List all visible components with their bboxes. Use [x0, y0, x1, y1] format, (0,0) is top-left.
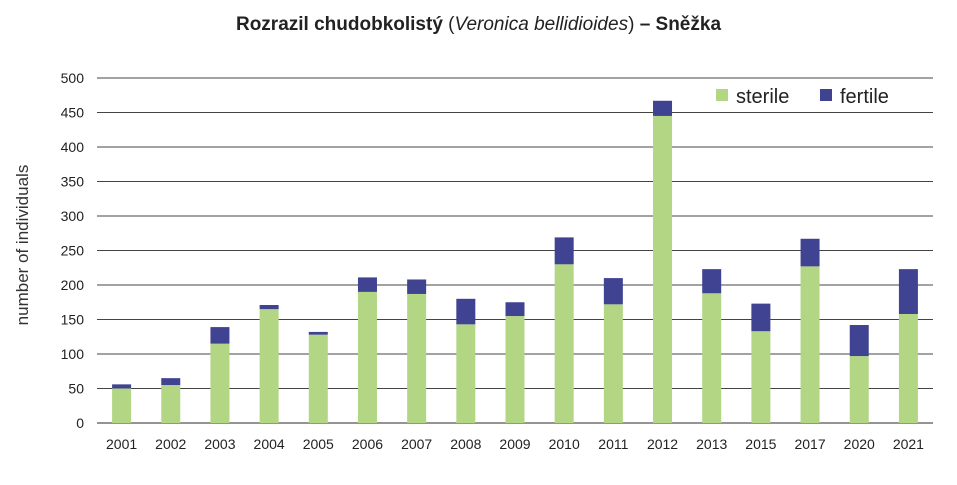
bar-fertile — [210, 327, 230, 344]
bar-fertile — [259, 305, 279, 310]
x-tick-label: 2021 — [893, 436, 924, 452]
x-tick-labels: 2001 2002 2003 2004 2005 2006 2007 2008 2009 2010… — [106, 436, 924, 452]
x-tick-label: 2020 — [844, 436, 875, 452]
bar-sterile — [751, 331, 771, 423]
bar-sterile — [898, 313, 918, 423]
bar-fertile — [161, 378, 181, 386]
x-tick-label: 2010 — [549, 436, 580, 452]
y-axis-label: number of individuals — [13, 165, 32, 326]
bar-fertile — [849, 325, 869, 357]
bar-sterile — [603, 304, 623, 423]
x-tick-label: 2015 — [745, 436, 776, 452]
bar-fertile — [357, 277, 377, 292]
x-tick-label: 2002 — [155, 436, 186, 452]
bar-sterile — [800, 266, 820, 423]
x-tick-label: 2006 — [352, 436, 383, 452]
title-paren-close: ) — [628, 14, 635, 35]
x-tick-label: 2009 — [499, 436, 530, 452]
bar-fertile — [505, 302, 525, 317]
legend-swatch-sterile — [716, 89, 728, 101]
bars — [112, 100, 918, 423]
bar-sterile — [505, 316, 525, 423]
x-tick-label: 2004 — [254, 436, 285, 452]
y-tick-label: 300 — [61, 208, 85, 224]
y-tick-label: 200 — [61, 277, 85, 293]
y-tick-label: 50 — [68, 381, 84, 397]
x-tick-label: 2007 — [401, 436, 432, 452]
bar-sterile — [456, 324, 476, 423]
bar-sterile — [702, 293, 722, 423]
bar-sterile — [357, 291, 377, 423]
bar-fertile — [554, 237, 574, 265]
y-tick-labels: 0 50 100 150 200 250 300 350 400 450 500 — [61, 70, 85, 431]
title-latin: Veronica bellidioides — [454, 14, 629, 35]
y-tick-label: 250 — [61, 243, 85, 259]
bar-fertile — [407, 279, 427, 294]
title-suffix: – Sněžka — [639, 14, 722, 35]
chart-title: Rozrazil chudobkolistý (Veronica bellidi… — [0, 14, 957, 36]
x-tick-label: 2017 — [794, 436, 825, 452]
x-tick-label: 2001 — [106, 436, 137, 452]
legend-swatch-fertile — [820, 89, 832, 101]
bar-sterile — [308, 334, 328, 423]
legend: sterile fertile — [716, 86, 889, 108]
bar-fertile — [112, 384, 132, 389]
bar-sterile — [259, 309, 279, 423]
y-tick-label: 150 — [61, 312, 85, 328]
bar-sterile — [653, 115, 673, 423]
x-tick-label: 2012 — [647, 436, 678, 452]
y-tick-label: 100 — [61, 346, 85, 362]
bar-sterile — [554, 264, 574, 423]
bar-fertile — [603, 278, 623, 305]
bar-sterile — [849, 356, 869, 423]
bar-sterile — [161, 385, 181, 423]
bar-fertile — [751, 303, 771, 332]
y-tick-label: 500 — [61, 70, 85, 86]
legend-label-fertile: fertile — [840, 86, 889, 108]
bar-sterile — [210, 343, 230, 423]
y-tick-label: 350 — [61, 174, 85, 190]
bar-fertile — [456, 298, 476, 325]
y-tick-label: 450 — [61, 105, 85, 121]
bar-sterile — [112, 388, 132, 423]
x-tick-label: 2011 — [598, 436, 628, 452]
bar-fertile — [702, 269, 722, 294]
title-main: Rozrazil chudobkolistý — [235, 14, 443, 35]
legend-label-sterile: sterile — [736, 86, 789, 108]
y-tick-label: 0 — [76, 415, 84, 431]
bar-fertile — [653, 100, 673, 116]
x-tick-label: 2005 — [303, 436, 334, 452]
x-tick-label: 2013 — [696, 436, 727, 452]
bar-fertile — [308, 331, 328, 335]
bar-sterile — [407, 293, 427, 423]
bar-fertile — [898, 269, 918, 314]
title-paren-open: ( — [448, 14, 455, 35]
y-tick-label: 400 — [61, 139, 85, 155]
x-tick-label: 2003 — [204, 436, 235, 452]
bar-fertile — [800, 238, 820, 267]
x-tick-label: 2008 — [450, 436, 481, 452]
